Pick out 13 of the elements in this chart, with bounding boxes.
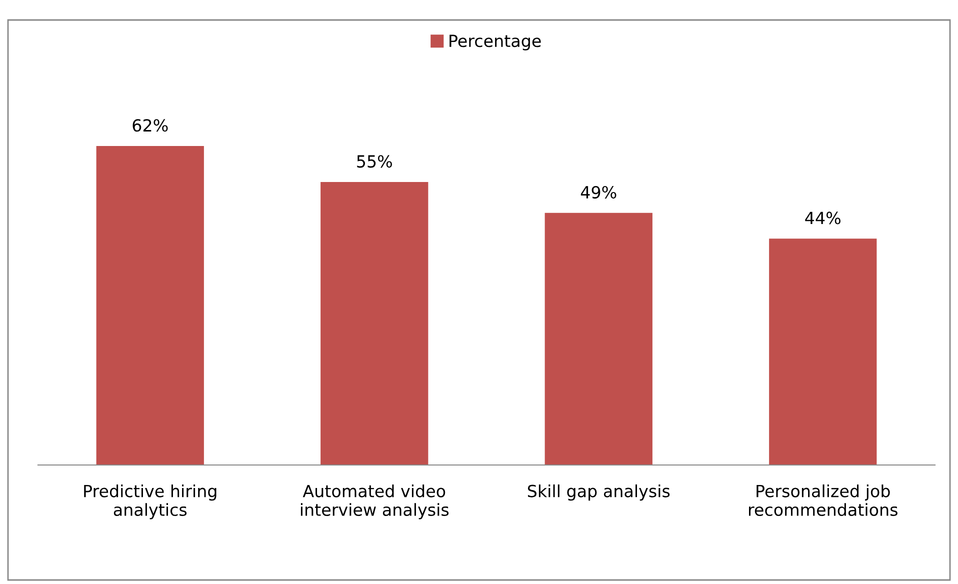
bar (96, 146, 204, 465)
x-tick-label: Personalized job recommendations (748, 484, 898, 516)
data-label: 55% (357, 155, 392, 168)
data-label: 44% (805, 212, 840, 224)
bar (769, 238, 877, 465)
x-tick-label: Automated video interview analysis (300, 484, 449, 520)
x-tick-label: Skill gap analysis (528, 484, 670, 501)
data-label: 62% (132, 119, 168, 132)
x-tick-label: Predictive hiring analytics (84, 484, 216, 520)
legend-label: Percentage (450, 34, 541, 50)
bar (544, 212, 652, 465)
bar (320, 182, 428, 465)
data-label: 49% (580, 186, 616, 199)
